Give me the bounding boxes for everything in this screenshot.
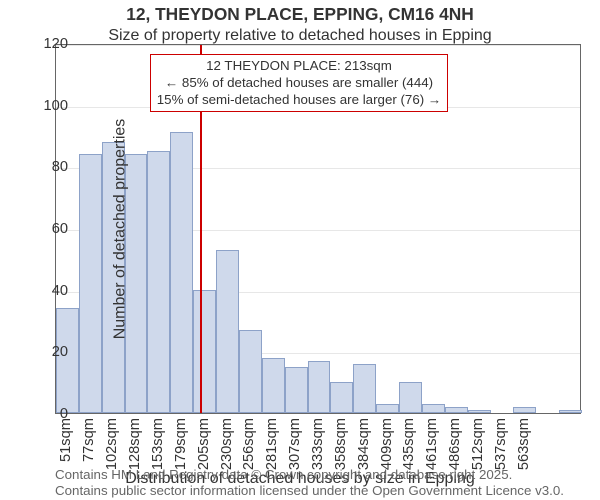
y-axis-label-text: Number of detached properties xyxy=(111,119,129,340)
histogram-bar xyxy=(262,358,285,414)
x-tick-label: 435sqm xyxy=(401,418,417,470)
chart-subtitle: Size of property relative to detached ho… xyxy=(0,25,600,45)
credits-line-2: Contains public sector information licen… xyxy=(55,483,564,498)
y-tick-label: 60 xyxy=(38,221,68,237)
histogram-bar xyxy=(239,330,262,413)
x-tick-label: 461sqm xyxy=(424,418,440,470)
histogram-bar xyxy=(399,382,422,413)
x-tick-label: 230sqm xyxy=(219,418,235,470)
credits: Contains HM Land Registry data © Crown c… xyxy=(55,467,564,498)
y-tick-label: 80 xyxy=(38,159,68,175)
histogram-bar xyxy=(468,410,491,413)
x-tick-label: 307sqm xyxy=(287,418,303,470)
x-tick-label: 358sqm xyxy=(333,418,349,470)
histogram-bar xyxy=(285,367,308,413)
x-tick-label: 128sqm xyxy=(127,418,143,470)
x-tick-label: 179sqm xyxy=(173,418,189,470)
histogram-bar xyxy=(330,382,353,413)
histogram-bar xyxy=(445,407,468,413)
y-tick-label: 100 xyxy=(38,98,68,114)
x-tick-label: 333sqm xyxy=(310,418,326,470)
y-tick-label: 40 xyxy=(38,283,68,299)
histogram-bar xyxy=(513,407,536,413)
x-tick-label: 486sqm xyxy=(447,418,463,470)
x-tick-label: 153sqm xyxy=(150,418,166,470)
x-tick-label: 537sqm xyxy=(493,418,509,470)
x-tick-label: 51sqm xyxy=(58,418,74,462)
y-tick-label: 120 xyxy=(38,36,68,52)
chart-title: 12, THEYDON PLACE, EPPING, CM16 4NH xyxy=(0,0,600,25)
x-tick-label: 563sqm xyxy=(516,418,532,470)
x-tick-label: 77sqm xyxy=(81,418,97,462)
x-tick-label: 409sqm xyxy=(379,418,395,470)
x-tick-label: 256sqm xyxy=(241,418,257,470)
histogram-bar xyxy=(353,364,376,413)
x-tick-label: 281sqm xyxy=(264,418,280,470)
x-tick-label: 512sqm xyxy=(470,418,486,470)
histogram-bar xyxy=(308,361,331,413)
histogram-bar xyxy=(422,404,445,413)
y-tick-label: 20 xyxy=(38,344,68,360)
x-tick-label: 102sqm xyxy=(104,418,120,470)
histogram-bar xyxy=(376,404,399,413)
x-tick-label: 205sqm xyxy=(196,418,212,470)
x-tick-label: 384sqm xyxy=(356,418,372,470)
histogram-bar xyxy=(559,410,582,413)
